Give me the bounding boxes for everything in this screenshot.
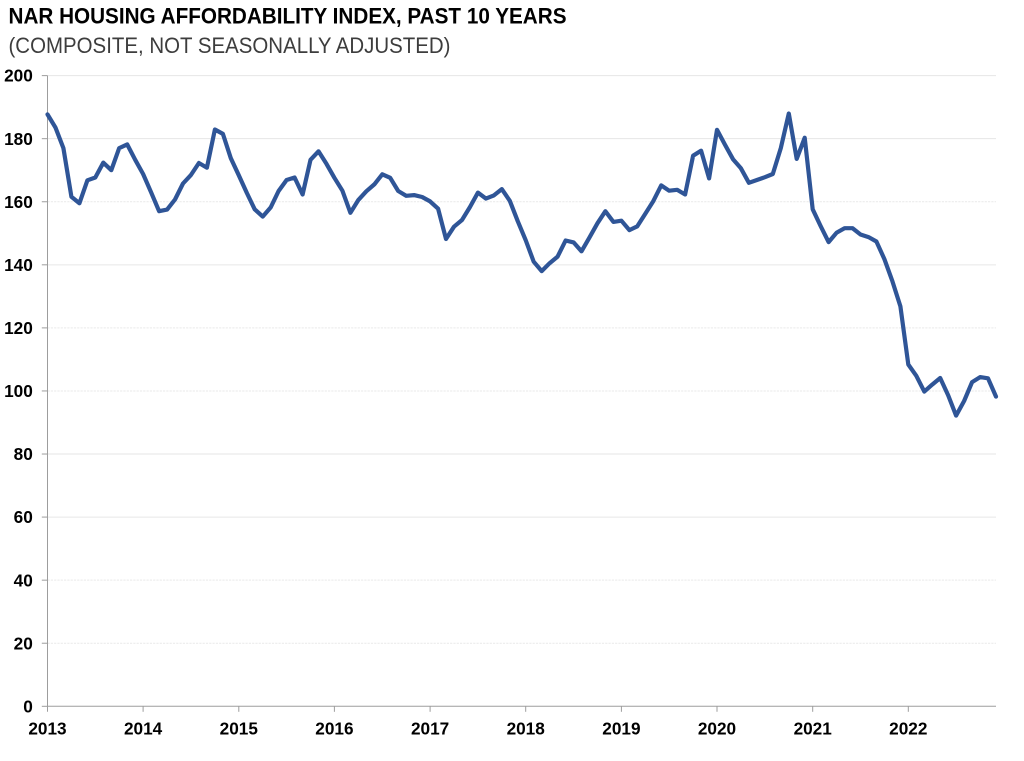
svg-text:(COMPOSITE, NOT SEASONALLY ADJ: (COMPOSITE, NOT SEASONALLY ADJUSTED) <box>9 33 451 58</box>
svg-text:2019: 2019 <box>602 718 640 738</box>
svg-text:20: 20 <box>14 633 33 653</box>
svg-text:2022: 2022 <box>889 718 927 738</box>
svg-text:100: 100 <box>4 381 33 401</box>
svg-text:120: 120 <box>4 318 33 338</box>
svg-text:2017: 2017 <box>411 718 449 738</box>
svg-text:160: 160 <box>4 192 33 212</box>
svg-text:40: 40 <box>14 570 33 590</box>
svg-text:200: 200 <box>4 66 33 86</box>
svg-text:180: 180 <box>4 129 33 149</box>
svg-text:2013: 2013 <box>28 718 66 738</box>
svg-text:140: 140 <box>4 255 33 275</box>
svg-text:2018: 2018 <box>507 718 546 738</box>
svg-text:80: 80 <box>14 444 33 464</box>
svg-text:2014: 2014 <box>124 718 163 738</box>
svg-text:2016: 2016 <box>315 718 353 738</box>
svg-text:2021: 2021 <box>794 718 833 738</box>
svg-text:2020: 2020 <box>698 718 736 738</box>
svg-text:2015: 2015 <box>220 718 259 738</box>
svg-text:60: 60 <box>14 507 33 527</box>
svg-text:0: 0 <box>23 696 33 716</box>
svg-text:NAR HOUSING AFFORDABILITY INDE: NAR HOUSING AFFORDABILITY INDEX, PAST 10… <box>9 4 567 29</box>
